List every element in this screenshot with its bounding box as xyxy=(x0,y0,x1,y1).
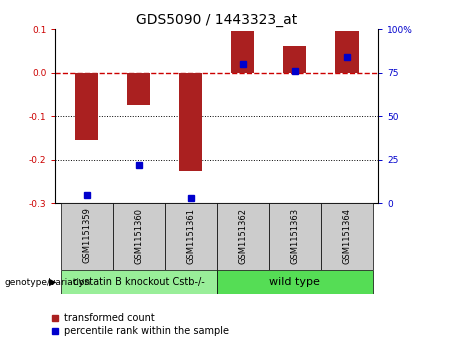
Text: GSM1151362: GSM1151362 xyxy=(238,208,247,264)
Title: GDS5090 / 1443323_at: GDS5090 / 1443323_at xyxy=(136,13,297,26)
Bar xyxy=(283,46,307,73)
Text: genotype/variation: genotype/variation xyxy=(5,278,91,287)
Bar xyxy=(60,270,217,294)
Bar xyxy=(179,73,202,171)
Bar xyxy=(75,73,98,140)
Text: wild type: wild type xyxy=(269,277,320,287)
Bar xyxy=(60,203,112,270)
Text: GSM1151359: GSM1151359 xyxy=(82,208,91,264)
Text: GSM1151361: GSM1151361 xyxy=(186,208,195,264)
Text: GSM1151364: GSM1151364 xyxy=(342,208,351,264)
Bar xyxy=(335,31,359,73)
Bar xyxy=(321,203,373,270)
Text: cystatin B knockout Cstb-/-: cystatin B knockout Cstb-/- xyxy=(73,277,205,287)
Bar xyxy=(112,203,165,270)
Bar xyxy=(165,203,217,270)
Bar xyxy=(269,203,321,270)
Bar xyxy=(231,31,254,73)
Text: GSM1151360: GSM1151360 xyxy=(134,208,143,264)
Text: GSM1151363: GSM1151363 xyxy=(290,207,299,264)
Bar xyxy=(217,270,373,294)
Bar xyxy=(127,73,150,105)
Text: ▶: ▶ xyxy=(49,277,57,287)
Bar xyxy=(217,203,269,270)
Legend: transformed count, percentile rank within the sample: transformed count, percentile rank withi… xyxy=(51,313,229,337)
